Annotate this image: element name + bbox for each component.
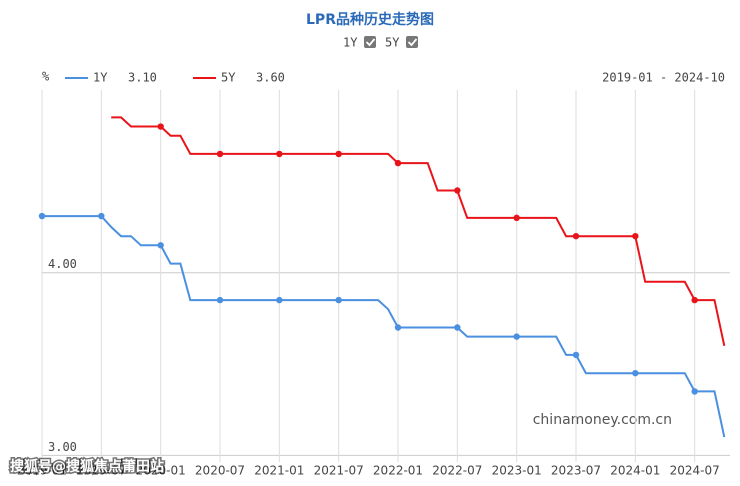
point bbox=[632, 369, 639, 377]
toggle-check bbox=[365, 38, 376, 47]
point bbox=[157, 123, 164, 130]
point bbox=[38, 212, 46, 220]
toggle-label[interactable]: 1Y bbox=[343, 36, 358, 50]
point bbox=[572, 232, 580, 240]
x-tick-label: 2023-01 bbox=[492, 464, 542, 478]
series-line bbox=[42, 215, 726, 438]
legend-latest: 3.60 bbox=[256, 71, 285, 85]
x-tick-label: 2019-01 bbox=[17, 464, 67, 478]
point bbox=[157, 242, 164, 249]
date-range: 2019-01 - 2024-10 bbox=[602, 71, 725, 85]
x-tick-label: 2021-01 bbox=[254, 464, 304, 478]
watermark: 搜狐号@搜狐焦点莆田站 bbox=[10, 458, 164, 475]
series-line bbox=[111, 116, 726, 347]
point bbox=[335, 150, 342, 158]
legend-label: 5Y bbox=[221, 71, 236, 85]
toggle-label[interactable]: 5Y bbox=[385, 36, 400, 50]
point bbox=[394, 159, 402, 167]
point bbox=[454, 187, 461, 194]
x-tick-label: 2020-01 bbox=[136, 464, 186, 478]
toggle-checkbox[interactable] bbox=[364, 36, 376, 48]
point bbox=[572, 351, 580, 359]
legend-label: 1Y bbox=[93, 71, 108, 85]
point bbox=[216, 296, 224, 304]
x-tick-label: 2022-07 bbox=[432, 464, 482, 478]
x-tick-label: 2021-07 bbox=[314, 464, 364, 478]
toggle-checkbox[interactable] bbox=[406, 36, 418, 48]
x-tick-label: 2019-07 bbox=[76, 464, 126, 478]
x-tick-label: 2023-07 bbox=[551, 464, 601, 478]
y-unit: % bbox=[42, 70, 50, 84]
x-tick-label: 2024-01 bbox=[610, 464, 660, 478]
point bbox=[216, 150, 224, 158]
x-tick-label: 2022-01 bbox=[373, 464, 423, 478]
point bbox=[335, 296, 342, 304]
x-tick-label: 2020-07 bbox=[195, 464, 245, 478]
point bbox=[691, 296, 698, 304]
point bbox=[691, 388, 698, 395]
y-tick-label: 4.00 bbox=[48, 257, 77, 271]
point bbox=[513, 214, 520, 222]
point bbox=[394, 324, 402, 331]
legend-latest: 3.10 bbox=[128, 71, 157, 85]
point bbox=[513, 333, 520, 340]
point bbox=[276, 150, 283, 158]
x-tick-label: 2024-07 bbox=[670, 464, 720, 478]
toggle-check bbox=[407, 38, 418, 47]
point bbox=[454, 324, 461, 331]
chart-title: LPR品种历史走势图 bbox=[306, 11, 434, 28]
y-tick-label: 3.00 bbox=[48, 440, 77, 454]
point bbox=[276, 296, 283, 304]
point bbox=[632, 232, 639, 240]
point bbox=[98, 212, 105, 220]
source-annotation: chinamoney.com.cn bbox=[533, 412, 672, 428]
